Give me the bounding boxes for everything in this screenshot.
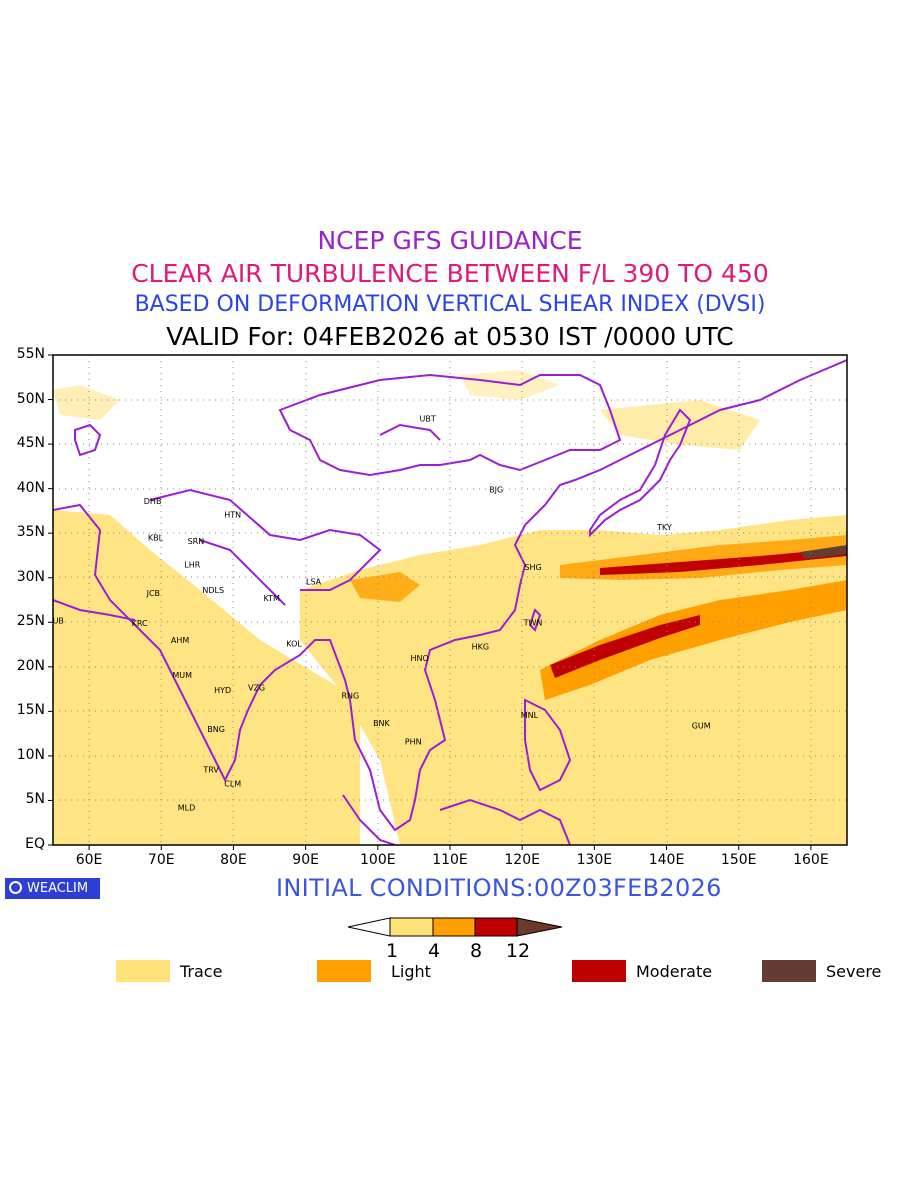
city-label-dub: DUB (46, 616, 64, 625)
city-label-hyd: HYD (214, 686, 231, 695)
city-label-clm: CLM (224, 780, 241, 789)
legend-swatch-severe (762, 960, 816, 982)
colorbar-bin-moderate (474, 917, 518, 937)
city-label-twn: TWN (523, 618, 543, 627)
city-label-kol: KOL (286, 640, 302, 649)
city-label-trv: TRV (202, 765, 219, 774)
lon-label: 140E (648, 852, 685, 868)
city-label-bng: BNG (207, 725, 225, 734)
legend-label-trace: Trace (180, 962, 223, 981)
map-plot-area: UBT BJG TKY SHG TWN HKG HNO MNL GUM BNK PHN RNG LSA K… (46, 355, 847, 845)
city-label-ubt: UBT (420, 414, 436, 423)
city-label-ndls: NDLS (202, 586, 224, 595)
lat-label: 30N (16, 568, 45, 585)
copyright-circle-icon (9, 881, 22, 894)
colorbar (347, 917, 563, 937)
legend-swatch-trace (116, 960, 170, 982)
lon-label: 70E (147, 852, 175, 868)
city-label-rng: RNG (342, 691, 360, 700)
legend-label-severe: Severe (826, 962, 882, 981)
colorbar-tick-12: 12 (505, 940, 531, 962)
city-label-mnl: MNL (521, 711, 539, 720)
city-label-lsa: LSA (306, 577, 322, 586)
lat-label: 45N (16, 435, 45, 452)
title-product: CLEAR AIR TURBULENCE BETWEEN F/L 390 TO … (131, 259, 769, 288)
lat-label: 40N (16, 479, 45, 496)
city-label-tky: TKY (656, 523, 672, 532)
lat-label: 5N (25, 791, 45, 808)
city-labels: UBT BJG TKY SHG TWN HKG HNO MNL GUM BNK PHN RNG LSA K… (46, 414, 711, 813)
legend-swatch-light (317, 960, 371, 982)
city-label-dhb: DHB (144, 497, 162, 506)
city-label-mum: MUM (172, 671, 192, 680)
lat-label: 25N (16, 613, 45, 630)
city-label-bjg: BJG (489, 486, 503, 495)
city-label-bnk: BNK (373, 719, 390, 728)
legend-swatch-moderate (572, 960, 626, 982)
coastlines-and-borders (53, 359, 847, 845)
colorbar-bin-light (432, 917, 476, 937)
lon-label: 160E (793, 852, 829, 868)
city-label-ahm: AHM (171, 636, 189, 645)
city-label-srn: SRN (188, 537, 205, 546)
lon-label: 60E (75, 852, 103, 868)
lat-lon-grid (53, 355, 847, 845)
legend-label-moderate: Moderate (636, 962, 713, 981)
city-label-shg: SHG (524, 563, 541, 572)
title-method: BASED ON DEFORMATION VERTICAL SHEAR INDE… (134, 292, 766, 317)
colorbar-high-arrow (516, 917, 563, 937)
turbulence-severe-areas (800, 545, 847, 559)
lat-label: 35N (16, 524, 45, 541)
turbulence-moderate-areas (550, 548, 847, 678)
colorbar-bin-trace (389, 917, 434, 937)
colorbar-tick-8: 8 (469, 940, 483, 962)
lon-label: 90E (292, 852, 319, 868)
city-label-kbl: KBL (148, 534, 164, 543)
lon-label: 110E (432, 852, 468, 868)
colorbar-low-arrow (347, 917, 391, 937)
lon-label: 130E (576, 852, 613, 868)
lat-label: 50N (16, 390, 45, 407)
legend-label-light: Light (391, 962, 431, 981)
colorbar-tick-1: 1 (385, 940, 399, 962)
city-label-jcb: JCB (146, 589, 160, 598)
city-label-ktm: KTM (263, 594, 280, 603)
lat-label: 10N (16, 746, 45, 763)
city-label-hno: HNO (411, 654, 429, 663)
city-label-phn: PHN (405, 738, 422, 747)
city-label-mld: MLD (178, 804, 196, 813)
city-label-krc: KRC (132, 619, 148, 628)
lon-label: 100E (360, 852, 396, 868)
title-model: NCEP GFS GUIDANCE (317, 226, 583, 255)
lon-label: 150E (720, 852, 757, 868)
logo-text: WEACLIM (27, 881, 89, 896)
city-label-gum: GUM (692, 722, 711, 731)
lat-label: 55N (16, 346, 45, 362)
city-label-hkg: HKG (472, 642, 489, 651)
axis-ticks (48, 354, 812, 850)
lat-label: 20N (16, 657, 45, 674)
city-label-lhr: LHR (184, 560, 200, 569)
lat-label: EQ (25, 836, 45, 852)
initial-conditions: INITIAL CONDITIONS:00Z03FEB2026 (276, 874, 722, 902)
title-valid-time: VALID For: 04FEB2026 at 0530 IST /0000 U… (166, 322, 734, 351)
lon-label: 80E (220, 852, 247, 868)
colorbar-tick-4: 4 (427, 940, 441, 962)
lat-label: 15N (16, 702, 45, 719)
city-label-vzg: VZG (248, 683, 265, 692)
city-label-htn: HTN (224, 510, 241, 519)
turbulence-map: UBT BJG TKY SHG TWN HKG HNO MNL GUM BNK PHN RNG LSA K… (46, 354, 848, 850)
lon-label: 120E (504, 852, 540, 868)
weaclim-logo: WEACLIM (5, 878, 100, 899)
